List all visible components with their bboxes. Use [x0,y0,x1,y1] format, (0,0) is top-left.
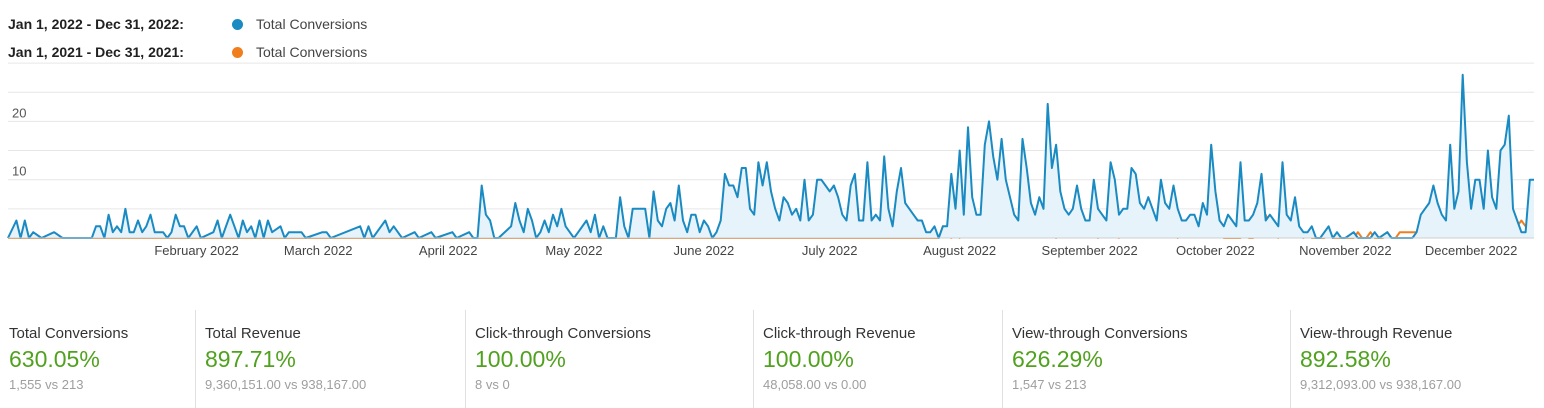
metric-name: Total Conversions [9,325,129,342]
metrics-summary: Total Conversions 630.05% 1,555 vs 213 T… [0,310,1544,408]
metric-card[interactable]: View-through Conversions 626.29% 1,547 v… [1002,310,1290,408]
x-tick-label: April 2022 [419,243,478,258]
metric-compare: 1,555 vs 213 [9,377,84,392]
series-dot-icon [232,46,243,58]
x-tick-label: June 2022 [674,243,735,258]
y-tick-label: 30 [12,60,26,62]
legend-series-label: Total Conversions [256,16,368,32]
metric-compare: 48,058.00 vs 0.00 [763,377,867,392]
metric-name: Click-through Conversions [475,325,651,342]
metric-name: View-through Revenue [1300,325,1453,342]
x-tick-label: August 2022 [923,243,996,258]
legend-row-previous[interactable]: Jan 1, 2021 - Dec 31, 2021: Total Conver… [8,38,367,66]
x-tick-label: September 2022 [1042,243,1138,258]
metric-change: 897.71% [205,346,296,372]
metric-change: 100.00% [475,346,566,372]
x-tick-label: October 2022 [1176,243,1255,258]
metric-compare: 1,547 vs 213 [1012,377,1087,392]
x-tick-label: March 2022 [284,243,353,258]
y-tick-label: 20 [12,105,26,120]
chart-legend: Jan 1, 2022 - Dec 31, 2022: Total Conver… [8,10,367,66]
x-tick-label: December 2022 [1425,243,1518,258]
series-line-current [7,73,1534,239]
metric-name: View-through Conversions [1012,325,1188,342]
metric-compare: 8 vs 0 [475,377,510,392]
metric-card[interactable]: Total Revenue 897.71% 9,360,151.00 vs 93… [195,310,465,408]
legend-row-current[interactable]: Jan 1, 2022 - Dec 31, 2022: Total Conver… [8,10,367,38]
metric-compare: 9,360,151.00 vs 938,167.00 [205,377,367,392]
legend-date-range: Jan 1, 2021 - Dec 31, 2021: [8,44,184,60]
metric-compare: 9,312,093.00 vs 938,167.00 [1300,377,1462,392]
series-dot-icon [232,18,243,30]
metric-change: 892.58% [1300,346,1391,372]
metric-card[interactable]: Total Conversions 630.05% 1,555 vs 213 [0,310,195,408]
metric-card[interactable]: Click-through Conversions 100.00% 8 vs 0 [465,310,753,408]
series-area-current [8,74,1534,238]
metric-card[interactable]: View-through Revenue 892.58% 9,312,093.0… [1290,310,1544,408]
conversions-line-chart[interactable]: 10 20 30 February 2022 March 2022 April 2022 M… [0,60,1544,260]
legend-series-label: Total Conversions [256,44,368,60]
legend-date-range: Jan 1, 2022 - Dec 31, 2022: [8,16,184,32]
x-tick-label: November 2022 [1299,243,1392,258]
x-tick-label: February 2022 [154,243,239,258]
metric-card[interactable]: Click-through Revenue 100.00% 48,058.00 … [753,310,1002,408]
x-tick-label: July 2022 [802,243,858,258]
metric-change: 630.05% [9,346,100,372]
metric-name: Click-through Revenue [763,325,916,342]
metric-name: Total Revenue [205,325,301,342]
x-tick-label: May 2022 [545,243,602,258]
y-tick-label: 10 [12,164,26,179]
metric-change: 100.00% [763,346,854,372]
metric-change: 626.29% [1012,346,1103,372]
